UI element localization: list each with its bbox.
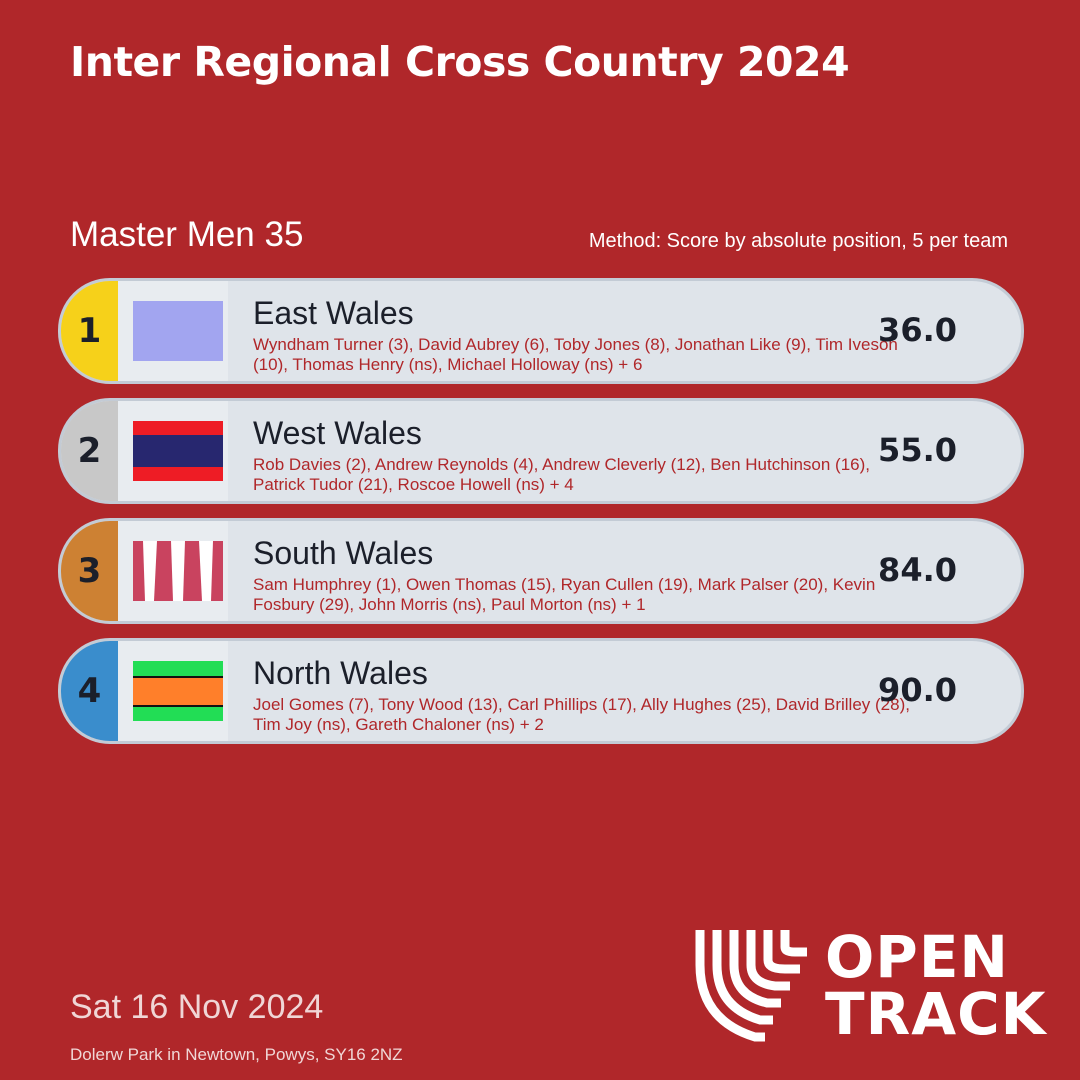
rank: 2: [61, 401, 118, 501]
team-name: West Wales: [253, 415, 422, 451]
method: Method: Score by absolute position, 5 pe…: [588, 230, 1008, 252]
flag: [118, 281, 228, 381]
logo-icon: [695, 930, 807, 1042]
date: Sat 16 Nov 2024: [70, 988, 324, 1026]
team-members: Joel Gomes (7), Tony Wood (13), Carl Phi…: [253, 695, 910, 734]
venue: Dolerw Park in Newtown, Powys, SY16 2NZ: [70, 1045, 403, 1064]
team-row: 1 East Wales Wyndham Turner (3), David A…: [58, 278, 1024, 384]
score: 55.0: [878, 431, 957, 469]
title: Inter Regional Cross Country 2024: [70, 38, 850, 86]
rank: 4: [61, 641, 118, 741]
rank: 3: [61, 521, 118, 621]
score: 90.0: [878, 671, 957, 709]
team-row: 4 North Wales Joel Gomes (7), Tony Wood …: [58, 638, 1024, 744]
flag-icon: [133, 421, 223, 481]
team-members: Wyndham Turner (3), David Aubrey (6), To…: [253, 335, 898, 374]
score: 84.0: [878, 551, 957, 589]
flag: [118, 401, 228, 501]
logo-text: TRACK: [825, 980, 1047, 1048]
category: Master Men 35: [70, 215, 304, 254]
team-name: North Wales: [253, 655, 428, 691]
team-row: 3 South Wales Sam Humphrey (1), Owen Tho…: [58, 518, 1024, 624]
team-name: South Wales: [253, 535, 434, 571]
team-row: 2 West Wales Rob Davies (2), Andrew Reyn…: [58, 398, 1024, 504]
rank: 1: [61, 281, 118, 381]
flag-icon: [133, 661, 223, 721]
flag: [118, 521, 228, 621]
flag-icon: [133, 541, 223, 601]
logo: OPEN TRACK: [695, 925, 1055, 1045]
team-members: Sam Humphrey (1), Owen Thomas (15), Ryan…: [253, 575, 876, 614]
team-name: East Wales: [253, 295, 414, 331]
score: 36.0: [878, 311, 957, 349]
team-members: Rob Davies (2), Andrew Reynolds (4), And…: [253, 455, 870, 494]
flag-icon: [133, 301, 223, 361]
flag: [118, 641, 228, 741]
logo-text: OPEN: [825, 923, 1009, 991]
